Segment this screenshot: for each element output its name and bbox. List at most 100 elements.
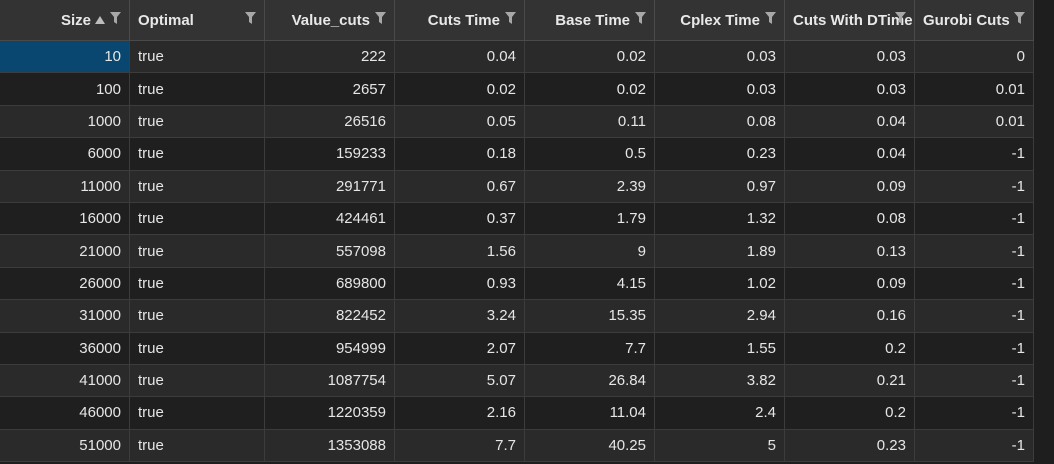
cell-size[interactable]: 51000 <box>0 429 130 463</box>
cell-gurobi-cuts[interactable]: -1 <box>915 364 1034 398</box>
cell-base-time[interactable]: 9 <box>525 235 655 268</box>
cell-value-cuts[interactable]: 822452 <box>265 300 395 333</box>
cell-base-time[interactable]: 0.5 <box>525 138 655 171</box>
cell-size[interactable]: 31000 <box>0 300 130 333</box>
cell-cuts-time[interactable]: 5.07 <box>395 364 525 398</box>
cell-cplex-time[interactable]: 0.03 <box>655 73 785 106</box>
cell-value-cuts[interactable]: 557098 <box>265 235 395 268</box>
cell-cplex-time[interactable]: 0.97 <box>655 170 785 203</box>
cell-optimal[interactable]: true <box>130 267 265 301</box>
cell-size[interactable]: 46000 <box>0 397 130 430</box>
cell-cplex-time[interactable]: 1.89 <box>655 235 785 268</box>
cell-gurobi-cuts[interactable]: -1 <box>915 138 1034 171</box>
filter-icon[interactable] <box>505 12 516 24</box>
cell-cuts-time[interactable]: 0.04 <box>395 41 525 74</box>
cell-optimal[interactable]: true <box>130 429 265 463</box>
cell-cuts-time[interactable]: 0.05 <box>395 105 525 139</box>
cell-size[interactable]: 36000 <box>0 332 130 365</box>
cell-cuts-time[interactable]: 0.18 <box>395 138 525 171</box>
column-header-gurobi-cuts[interactable]: Gurobi Cuts <box>915 0 1034 41</box>
cell-optimal[interactable]: true <box>130 41 265 74</box>
filter-icon[interactable] <box>245 12 256 24</box>
cell-cuts-time[interactable]: 2.16 <box>395 397 525 430</box>
cell-cplex-time[interactable]: 1.32 <box>655 202 785 236</box>
cell-size[interactable]: 10 <box>0 41 130 74</box>
cell-optimal[interactable]: true <box>130 300 265 333</box>
cell-cplex-time[interactable]: 3.82 <box>655 364 785 398</box>
cell-cuts-time[interactable]: 1.56 <box>395 235 525 268</box>
filter-icon[interactable] <box>375 12 386 24</box>
cell-size[interactable]: 21000 <box>0 235 130 268</box>
filter-icon[interactable] <box>1014 12 1025 24</box>
cell-value-cuts[interactable]: 1353088 <box>265 429 395 463</box>
cell-base-time[interactable]: 0.11 <box>525 105 655 139</box>
cell-gurobi-cuts[interactable]: -1 <box>915 235 1034 268</box>
cell-base-time[interactable]: 40.25 <box>525 429 655 463</box>
cell-cuts-with-dtime[interactable]: 0.04 <box>785 138 915 171</box>
cell-size[interactable]: 26000 <box>0 267 130 301</box>
column-header-cuts-time[interactable]: Cuts Time <box>395 0 525 41</box>
cell-value-cuts[interactable]: 954999 <box>265 332 395 365</box>
cell-cuts-with-dtime[interactable]: 0.08 <box>785 202 915 236</box>
cell-optimal[interactable]: true <box>130 364 265 398</box>
filter-icon[interactable] <box>110 12 121 24</box>
cell-optimal[interactable]: true <box>130 105 265 139</box>
filter-icon[interactable] <box>895 12 906 24</box>
sort-ascending-icon[interactable] <box>95 16 105 24</box>
cell-cuts-with-dtime[interactable]: 0.2 <box>785 397 915 430</box>
filter-icon[interactable] <box>635 12 646 24</box>
cell-gurobi-cuts[interactable]: -1 <box>915 267 1034 301</box>
cell-base-time[interactable]: 4.15 <box>525 267 655 301</box>
cell-cuts-time[interactable]: 0.67 <box>395 170 525 203</box>
cell-cuts-with-dtime[interactable]: 0.03 <box>785 41 915 74</box>
cell-cuts-with-dtime[interactable]: 0.23 <box>785 429 915 463</box>
cell-value-cuts[interactable]: 26516 <box>265 105 395 139</box>
cell-cuts-with-dtime[interactable]: 0.16 <box>785 300 915 333</box>
column-header-cuts-with-dtime[interactable]: Cuts With DTime <box>785 0 915 41</box>
cell-gurobi-cuts[interactable]: -1 <box>915 397 1034 430</box>
cell-cuts-with-dtime[interactable]: 0.2 <box>785 332 915 365</box>
cell-gurobi-cuts[interactable]: -1 <box>915 300 1034 333</box>
cell-gurobi-cuts[interactable]: -1 <box>915 332 1034 365</box>
cell-value-cuts[interactable]: 424461 <box>265 202 395 236</box>
cell-value-cuts[interactable]: 1087754 <box>265 364 395 398</box>
cell-cuts-time[interactable]: 2.07 <box>395 332 525 365</box>
cell-gurobi-cuts[interactable]: 0.01 <box>915 105 1034 139</box>
cell-gurobi-cuts[interactable]: 0.01 <box>915 73 1034 106</box>
cell-cuts-time[interactable]: 0.02 <box>395 73 525 106</box>
cell-optimal[interactable]: true <box>130 202 265 236</box>
column-header-value-cuts[interactable]: Value_cuts <box>265 0 395 41</box>
cell-optimal[interactable]: true <box>130 397 265 430</box>
cell-optimal[interactable]: true <box>130 170 265 203</box>
column-header-optimal[interactable]: Optimal <box>130 0 265 41</box>
cell-value-cuts[interactable]: 291771 <box>265 170 395 203</box>
cell-cuts-with-dtime[interactable]: 0.03 <box>785 73 915 106</box>
cell-cplex-time[interactable]: 0.03 <box>655 41 785 74</box>
cell-value-cuts[interactable]: 689800 <box>265 267 395 301</box>
cell-cplex-time[interactable]: 0.23 <box>655 138 785 171</box>
cell-cplex-time[interactable]: 2.94 <box>655 300 785 333</box>
cell-value-cuts[interactable]: 2657 <box>265 73 395 106</box>
cell-size[interactable]: 16000 <box>0 202 130 236</box>
cell-cuts-with-dtime[interactable]: 0.21 <box>785 364 915 398</box>
cell-cuts-time[interactable]: 7.7 <box>395 429 525 463</box>
cell-size[interactable]: 11000 <box>0 170 130 203</box>
cell-value-cuts[interactable]: 159233 <box>265 138 395 171</box>
filter-icon[interactable] <box>765 12 776 24</box>
cell-cuts-with-dtime[interactable]: 0.04 <box>785 105 915 139</box>
cell-cplex-time[interactable]: 1.55 <box>655 332 785 365</box>
cell-cuts-time[interactable]: 0.93 <box>395 267 525 301</box>
cell-base-time[interactable]: 26.84 <box>525 364 655 398</box>
cell-base-time[interactable]: 0.02 <box>525 41 655 74</box>
cell-cuts-time[interactable]: 3.24 <box>395 300 525 333</box>
cell-base-time[interactable]: 11.04 <box>525 397 655 430</box>
cell-cuts-with-dtime[interactable]: 0.09 <box>785 267 915 301</box>
cell-size[interactable]: 100 <box>0 73 130 106</box>
column-header-size[interactable]: Size <box>0 0 130 41</box>
cell-gurobi-cuts[interactable]: -1 <box>915 202 1034 236</box>
cell-base-time[interactable]: 0.02 <box>525 73 655 106</box>
cell-base-time[interactable]: 15.35 <box>525 300 655 333</box>
cell-base-time[interactable]: 1.79 <box>525 202 655 236</box>
cell-cplex-time[interactable]: 0.08 <box>655 105 785 139</box>
cell-cplex-time[interactable]: 5 <box>655 429 785 463</box>
